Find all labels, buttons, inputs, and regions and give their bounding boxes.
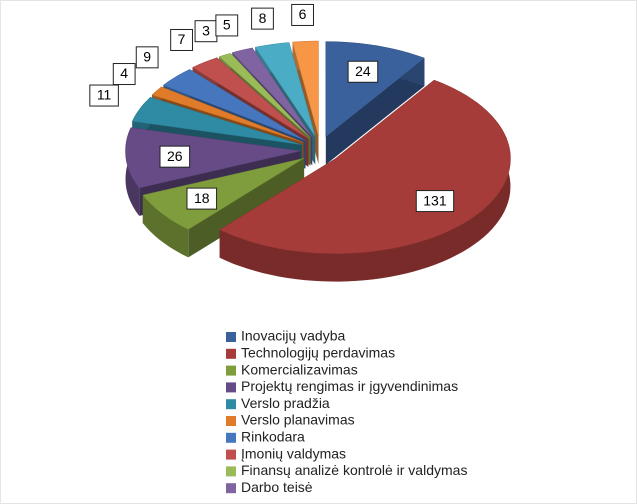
- data-label: 18: [194, 190, 210, 206]
- slice: [162, 69, 306, 141]
- slice: [218, 53, 311, 138]
- legend-label: Technologijų perdavimas: [241, 345, 395, 361]
- slice: [192, 57, 309, 139]
- data-label: 7: [178, 31, 186, 47]
- data-label: 131: [423, 192, 447, 208]
- legend-swatch: [226, 348, 236, 359]
- data-label: 11: [97, 87, 112, 103]
- slice-wall: [325, 58, 425, 165]
- data-label: 26: [167, 148, 183, 164]
- legend-swatch: [226, 483, 236, 494]
- legend-label: Įmonių valdymas: [241, 445, 346, 461]
- legend-swatch: [226, 416, 236, 426]
- legend-label: Finansų analizė kontrolė ir valdymas: [241, 462, 467, 478]
- slice-side: [142, 195, 189, 258]
- legend-label: Projektų rengimas ir įgyvendinimas: [241, 378, 458, 394]
- data-label-box: [347, 60, 379, 83]
- data-label-box: [251, 7, 274, 30]
- slice: [292, 40, 319, 137]
- legend-label: Verslo pradžia: [241, 395, 330, 411]
- data-label-box: [135, 46, 159, 69]
- legend-swatch: [226, 466, 236, 477]
- legend-swatch: [226, 365, 236, 376]
- legend-swatch: [226, 432, 236, 443]
- data-label: 24: [355, 63, 371, 79]
- data-label-box: [170, 28, 193, 51]
- legend-label: Komercializavimas: [241, 361, 358, 377]
- slice: [254, 42, 316, 137]
- data-label-box: [291, 3, 314, 26]
- legend-swatch: [226, 332, 236, 342]
- data-label: 8: [259, 10, 267, 26]
- legend-label: Verslo planavimas: [241, 412, 355, 428]
- slice: [131, 96, 302, 145]
- data-label-box: [112, 63, 136, 86]
- data-label-box: [89, 84, 119, 107]
- legend-swatch: [226, 449, 236, 460]
- data-label-box: [415, 190, 455, 213]
- slice: [151, 86, 304, 143]
- legend-label: Inovacijų vadyba: [241, 328, 346, 344]
- data-label: 4: [120, 65, 128, 81]
- slice-side: [219, 80, 511, 282]
- data-label: 5: [223, 17, 231, 33]
- slice: [142, 157, 305, 230]
- data-label-box: [186, 187, 218, 210]
- data-label: 6: [299, 6, 307, 22]
- data-label-box: [159, 145, 191, 168]
- slice: [125, 127, 301, 189]
- legend-label: Darbo teisė: [241, 479, 313, 495]
- slice: [231, 47, 313, 138]
- data-label: 3: [202, 22, 210, 38]
- legend-label: Rinkodara: [241, 429, 305, 445]
- legend-swatch: [226, 399, 236, 410]
- data-label: 9: [143, 49, 151, 65]
- legend-swatch: [226, 382, 236, 393]
- data-label-box: [215, 14, 239, 37]
